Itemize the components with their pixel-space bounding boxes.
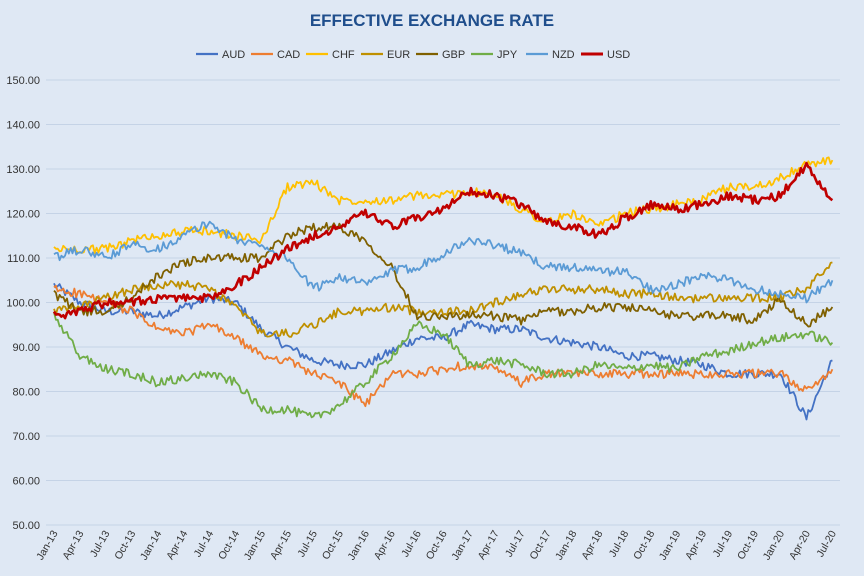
legend-label-gbp: GBP	[442, 49, 465, 61]
legend-label-chf: CHF	[332, 49, 355, 61]
chart-title: EFFECTIVE EXCHANGE RATE	[310, 11, 554, 30]
legend-label-usd: USD	[607, 49, 630, 61]
series-line-eur	[53, 261, 833, 338]
series-line-cad	[53, 284, 834, 408]
y-tick-label: 110.00	[7, 253, 40, 265]
series-line-jpy	[53, 312, 834, 419]
y-axis-ticks: 50.00 60.00 70.00 80.00 90.00 100.00 110.00 120…	[6, 75, 40, 532]
series-lines	[52, 156, 834, 421]
y-tick-label: 150.00	[6, 75, 40, 87]
legend-label-eur: EUR	[387, 49, 410, 61]
y-tick-label: 90.00	[12, 342, 40, 354]
legend: AUD CAD CHF EUR GBP JPY NZD USD	[196, 49, 630, 61]
y-tick-label: 60.00	[12, 476, 40, 488]
y-tick-label: 70.00	[12, 431, 40, 443]
y-tick-label: 140.00	[6, 120, 40, 132]
y-tick-label: 130.00	[6, 164, 40, 176]
legend-label-aud: AUD	[222, 49, 245, 61]
series-line-gbp	[53, 221, 834, 328]
y-tick-label: 100.00	[6, 298, 40, 310]
y-tick-label: 80.00	[12, 387, 40, 399]
series-line-usd	[52, 161, 834, 320]
y-tick-label: 120.00	[6, 209, 40, 221]
series-line-nzd	[53, 220, 834, 304]
legend-label-jpy: JPY	[497, 49, 518, 61]
legend-label-nzd: NZD	[552, 49, 575, 61]
gridlines	[46, 79, 840, 526]
y-tick-label: 50.00	[12, 520, 40, 532]
legend-label-cad: CAD	[277, 49, 300, 61]
